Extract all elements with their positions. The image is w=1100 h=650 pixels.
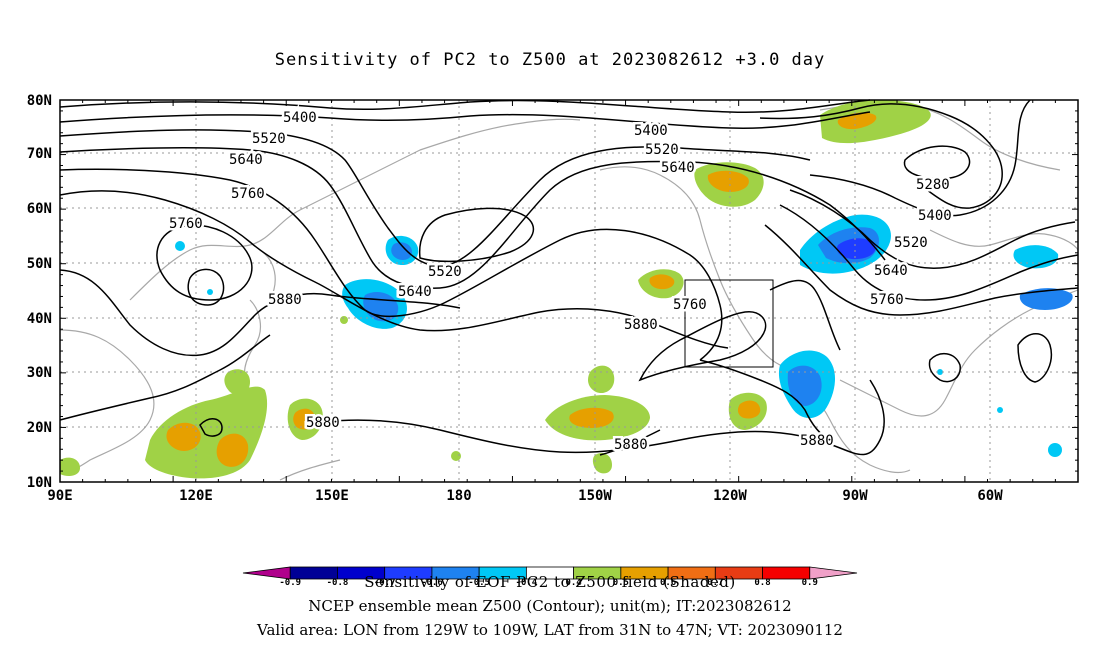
contour-label: 5760 — [673, 297, 707, 313]
shade-cyan-speck-5 — [937, 369, 943, 375]
sensitivity-shading — [60, 99, 1073, 479]
lat-label: 50N — [27, 256, 52, 272]
shade-green-wp-1 — [145, 386, 268, 479]
lat-lon-grid — [60, 100, 1078, 482]
valid-area-box — [684, 279, 774, 368]
colorbar-tick-label: -0.9 — [279, 578, 301, 588]
contour-label: 5400 — [283, 110, 317, 126]
shade-cyan-east — [1013, 245, 1059, 269]
shade-orange-wp-1 — [166, 422, 201, 451]
contour-label: 5520 — [894, 235, 928, 251]
lon-axis-labels: 90E 120E 150E 180 150W 120W 90W 60W — [47, 488, 1003, 504]
lon-label: 150E — [315, 488, 349, 504]
colorbar-swatch — [809, 566, 858, 580]
contour-label: 5880 — [306, 415, 340, 431]
z500-contours — [59, 99, 1079, 456]
contour-label: 5640 — [229, 152, 263, 168]
colorbar-tick-label: -0.6 — [421, 578, 443, 588]
shade-green-tropic-4 — [592, 453, 612, 474]
contour-label: 5400 — [918, 208, 952, 224]
shade-orange-tropic-1 — [569, 407, 614, 428]
shade-orange-greenland — [837, 112, 877, 130]
lat-label: 20N — [27, 420, 52, 436]
colorbar-tick-label: -0.7 — [374, 578, 396, 588]
colorbar-tick-label: 0.6 — [660, 578, 676, 588]
colorbar-tick-label: 0.8 — [754, 578, 770, 588]
colorbar-tick-label: 0.4 — [565, 578, 582, 588]
colorbar: -0.9 -0.8 -0.7 -0.6 -0.5 -0.4 0.4 0.5 0.6 0.7 0.8 0… — [242, 566, 858, 588]
contour-label: 5880 — [800, 433, 834, 449]
contour-label: 5760 — [870, 292, 904, 308]
shade-cyan-speck-3 — [997, 407, 1003, 413]
contour-label: 5880 — [614, 437, 648, 453]
contour-label: 5880 — [268, 292, 302, 308]
shade-green-wp-4 — [60, 457, 80, 476]
contour-label: 5760 — [169, 216, 203, 232]
contour-label: 5640 — [874, 263, 908, 279]
contour-label: 5880 — [624, 317, 658, 333]
shade-blue-kamchatka — [391, 242, 412, 260]
lon-label: 120W — [713, 488, 747, 504]
colorbar-tick-label: -0.5 — [468, 578, 490, 588]
colorbar-tick-label: 0.9 — [802, 578, 818, 588]
lat-label: 60N — [27, 201, 52, 217]
shade-orange-wp-2 — [216, 433, 249, 467]
caption-shading: Sensitivity of EOF PC2 to Z500 field (Sh… — [364, 573, 736, 591]
shade-green-wp-2 — [224, 369, 250, 395]
colorbar-tick-label: 0.5 — [613, 578, 629, 588]
colorbar-tick-label: -0.8 — [327, 578, 349, 588]
shade-orange-midpac — [649, 274, 675, 290]
lon-label: 120E — [179, 488, 213, 504]
lat-label: 70N — [27, 146, 52, 162]
lon-label: 180 — [446, 488, 471, 504]
contour-label: 5400 — [634, 123, 668, 139]
shade-blue-mexico — [787, 365, 822, 406]
contour-labels: 5400 5520 5640 5760 5760 5880 5520 5640 … — [167, 108, 955, 456]
contour-label: 5640 — [661, 160, 695, 176]
map-frame — [59, 99, 1079, 483]
lat-label: 30N — [27, 365, 52, 381]
lon-label: 150W — [578, 488, 612, 504]
shade-green-speck-2 — [451, 451, 461, 461]
shade-orange-wp-3 — [293, 408, 316, 430]
lat-label: 10N — [27, 475, 52, 491]
colorbar-tick-label: -0.4 — [516, 578, 538, 588]
shade-darkblue-atlantic — [836, 238, 876, 260]
lon-label: 90E — [47, 488, 72, 504]
contour-label: 5760 — [231, 186, 265, 202]
lat-label: 80N — [27, 93, 52, 109]
contour-label: 5520 — [252, 131, 286, 147]
shade-cyan-speck-4 — [1048, 443, 1062, 457]
caption-valid-area: Valid area: LON from 129W to 109W, LAT f… — [257, 621, 843, 639]
shade-orange-hudson — [707, 170, 749, 192]
lon-label: 90W — [842, 488, 868, 504]
shade-orange-tropic-3 — [737, 400, 761, 419]
caption-contour: NCEP ensemble mean Z500 (Contour); unit(… — [308, 597, 792, 615]
contour-label: 5520 — [428, 264, 462, 280]
contour-label: 5520 — [645, 142, 679, 158]
shade-blue-east — [1019, 288, 1073, 310]
lat-label: 40N — [27, 311, 52, 327]
shade-cyan-speck-2 — [207, 289, 213, 295]
lat-axis-labels: 80N 70N 60N 50N 40N 30N 20N 10N — [27, 93, 52, 491]
chart-title: Sensitivity of PC2 to Z500 at 2023082612… — [274, 50, 826, 70]
axis-ticks — [59, 99, 1079, 483]
shade-green-tropic-2 — [588, 365, 615, 394]
shade-cyan-speck-1 — [175, 241, 185, 251]
shade-green-speck-1 — [340, 316, 348, 324]
lon-label: 60W — [977, 488, 1003, 504]
contour-label: 5280 — [916, 177, 950, 193]
colorbar-tick-label: 0.7 — [707, 578, 723, 588]
contour-label: 5640 — [398, 284, 432, 300]
